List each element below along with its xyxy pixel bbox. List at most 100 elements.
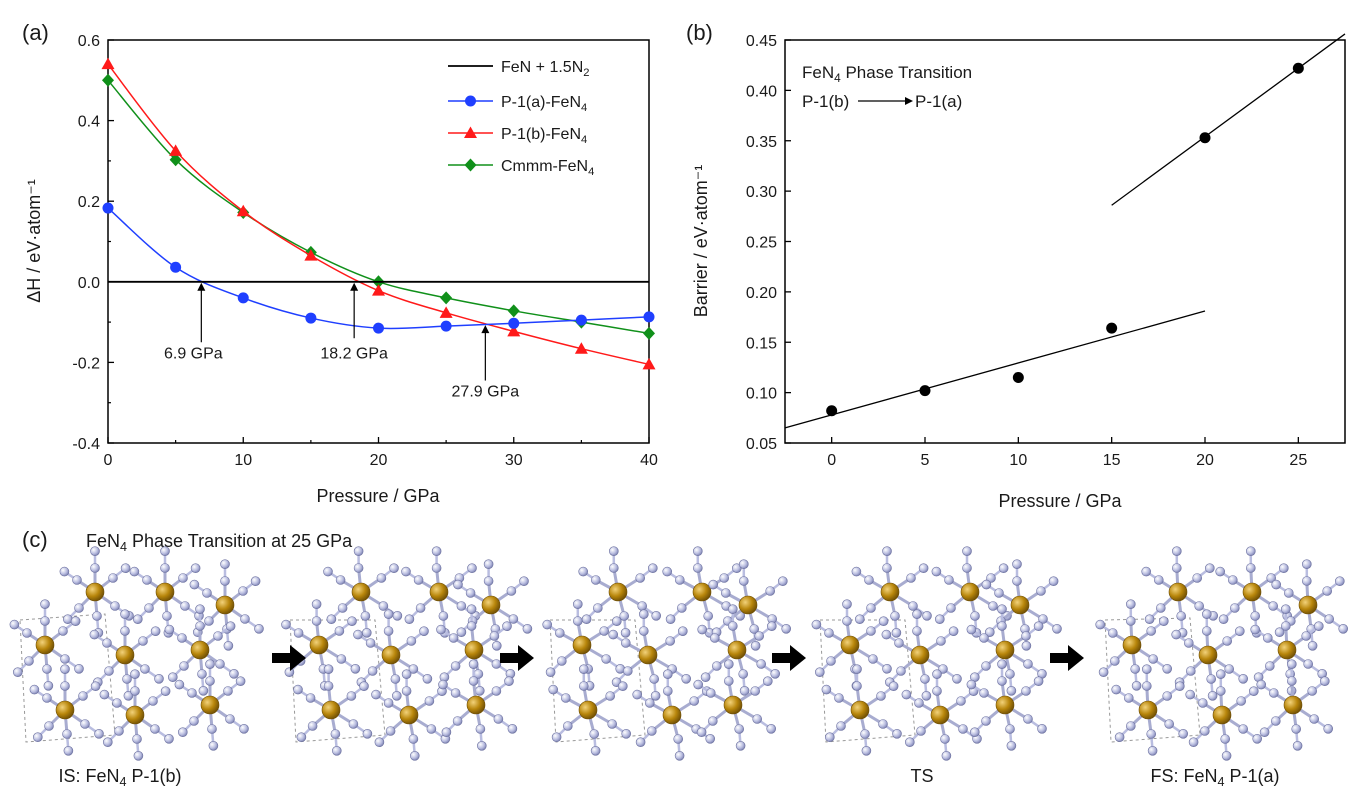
iron-atom (638, 645, 658, 665)
nitrogen-atom (711, 661, 722, 671)
nitrogen-atom (1301, 631, 1311, 641)
nitrogen-atom (307, 721, 318, 731)
nitrogen-atom (1162, 663, 1172, 674)
data-point-p-1-b-fen4 (169, 144, 183, 156)
iron-atom (481, 595, 501, 615)
nitrogen-atom (323, 681, 334, 691)
nitrogen-atom (979, 688, 989, 698)
nitrogen-atom (981, 661, 991, 671)
nitrogen-atom (385, 726, 396, 736)
nitrogen-atom (74, 603, 84, 613)
iron-atom (930, 705, 950, 725)
x-tick-label: 5 (921, 452, 930, 469)
data-point-p-1-a-fen4 (373, 322, 384, 334)
nitrogen-atom (32, 732, 43, 743)
nitrogen-atom (1268, 601, 1278, 611)
arrow-shaft (272, 653, 290, 663)
nitrogen-atom (362, 728, 373, 739)
iron-atom (572, 635, 592, 655)
nitrogen-atom (912, 626, 922, 636)
panel-b-inset-to: P-1(a) (915, 92, 962, 111)
arrow-icon (518, 645, 534, 671)
nitrogen-atom (878, 616, 889, 627)
nitrogen-atom (450, 688, 461, 698)
nitrogen-atom (431, 546, 442, 557)
panel-c-structures: (c) FeN4 Phase Transition at 25 GPa IS: … (9, 527, 1348, 789)
panel-b-inset-from: P-1(b) (802, 92, 849, 111)
nitrogen-atom (842, 599, 852, 610)
fit-line (784, 310, 1206, 429)
nitrogen-atom (335, 575, 346, 585)
nitrogen-atom (920, 674, 930, 684)
data-point-p-1-a-fen4 (237, 292, 249, 304)
nitrogen-atom (545, 667, 556, 678)
nitrogen-atom (934, 614, 945, 625)
nitrogen-atom (1252, 733, 1262, 744)
arrow-shaft (1050, 653, 1068, 663)
nitrogen-atom (80, 719, 90, 729)
nitrogen-atom (225, 621, 236, 632)
nitrogen-atom (426, 724, 437, 734)
nitrogen-atom (1256, 679, 1266, 690)
nitrogen-atom (723, 659, 734, 670)
nitrogen-atom (1238, 724, 1248, 734)
nitrogen-atom (864, 575, 874, 585)
structure-caption: IS: FeN4 P-1(b) (58, 766, 181, 789)
nitrogen-atom (178, 573, 188, 583)
nitrogen-atom (491, 659, 502, 669)
y-tick-label: 0.20 (746, 285, 777, 302)
nitrogen-atom (781, 623, 792, 634)
nitrogen-atom (734, 724, 745, 734)
nitrogen-atom (1202, 626, 1212, 636)
iron-atom (466, 695, 486, 715)
nitrogen-atom (1144, 614, 1155, 625)
nitrogen-atom (1250, 624, 1260, 635)
nitrogen-atom (611, 616, 622, 627)
nitrogen-atom (1146, 626, 1156, 636)
nitrogen-atom (969, 727, 980, 738)
nitrogen-atom (1303, 659, 1313, 669)
nitrogen-atom (605, 691, 616, 701)
nitrogen-atom (110, 601, 120, 611)
nitrogen-atom (493, 714, 504, 724)
arrow-icon (1068, 645, 1084, 671)
nitrogen-atom (1238, 673, 1248, 684)
nitrogen-atom (63, 745, 74, 756)
nitrogen-atom (1023, 714, 1033, 724)
nitrogen-atom (238, 586, 248, 596)
y-tick-label: 0.25 (746, 235, 777, 252)
crystal-structure-3 (542, 546, 792, 761)
nitrogen-atom (777, 576, 788, 587)
nitrogen-atom (197, 669, 207, 679)
nitrogen-atom (1052, 623, 1062, 634)
x-tick-label: 0 (104, 452, 113, 469)
nitrogen-atom (1221, 750, 1232, 761)
nitrogen-atom (890, 611, 900, 621)
nitrogen-atom (401, 669, 412, 680)
nitrogen-atom (436, 624, 446, 635)
nitrogen-atom (1259, 727, 1270, 738)
nitrogen-atom (766, 723, 777, 734)
nitrogen-atom (130, 686, 140, 696)
data-point-p-1-a-fen4 (170, 261, 182, 273)
nitrogen-atom (572, 599, 583, 610)
nitrogen-atom (60, 664, 70, 675)
nitrogen-atom (431, 563, 442, 573)
iron-atom (1283, 695, 1303, 715)
nitrogen-atom (502, 621, 512, 632)
nitrogen-atom (619, 611, 630, 621)
nitrogen-atom (1218, 614, 1229, 625)
nitrogen-atom (703, 611, 714, 621)
nitrogen-atom (1176, 611, 1186, 621)
panel-a-legend: FeN + 1.5N2 P-1(a)-FeN4 P-1(b)-FeN4 Cmmm-Fe… (448, 59, 594, 178)
nitrogen-atom (581, 614, 592, 625)
nitrogen-atom (635, 737, 646, 748)
data-point-barrier (1012, 372, 1024, 384)
nitrogen-atom (981, 716, 991, 726)
nitrogen-atom (1185, 689, 1195, 700)
nitrogen-atom (1307, 686, 1317, 696)
nitrogen-atom (90, 681, 101, 692)
nitrogen-atom (852, 681, 862, 691)
nitrogen-atom (90, 546, 100, 557)
